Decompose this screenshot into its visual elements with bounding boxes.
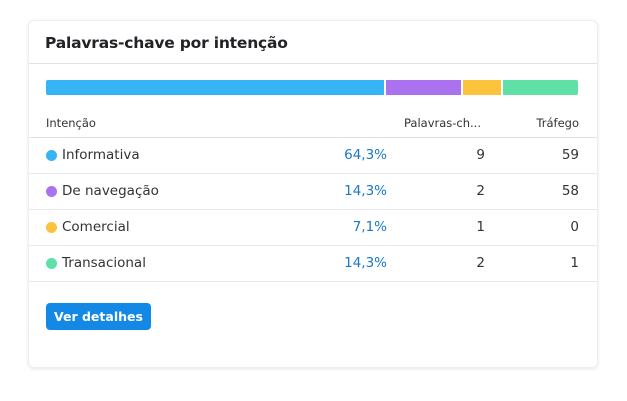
intent-percent: 7,1% — [352, 219, 387, 235]
column-header-traffic[interactable]: Tráfego — [536, 116, 579, 130]
intent-bar-segment-transacional[interactable] — [502, 80, 578, 95]
title-divider — [29, 63, 597, 64]
traffic-value: 1 — [570, 255, 579, 271]
table-row-comercial[interactable]: Comercial 7,1% 1 0 — [29, 210, 597, 246]
intent-bar-segment-de-navega-o[interactable] — [386, 80, 462, 95]
traffic-value: 59 — [561, 147, 579, 163]
intent-percent: 64,3% — [344, 147, 387, 163]
intent-name: Comercial — [62, 219, 130, 235]
intent-color-dot — [46, 186, 57, 197]
traffic-value: 58 — [561, 183, 579, 199]
intent-bar-segment-comercial[interactable] — [463, 80, 501, 95]
keywords-count[interactable]: 2 — [476, 183, 485, 199]
keywords-count[interactable]: 9 — [476, 147, 485, 163]
intent-color-dot — [46, 258, 57, 269]
column-header-intent[interactable]: Intenção — [46, 116, 96, 130]
intent-percent: 14,3% — [344, 255, 387, 271]
table-row-informativa[interactable]: Informativa 64,3% 9 59 — [29, 138, 597, 174]
traffic-value: 0 — [570, 219, 579, 235]
intent-bar-segment-informativa[interactable] — [46, 80, 385, 95]
intent-color-dot — [46, 150, 57, 161]
table-header: Intenção Palavras-ch... Tráfego — [29, 111, 597, 138]
intent-color-dot — [46, 222, 57, 233]
table-row-transacional[interactable]: Transacional 14,3% 2 1 — [29, 246, 597, 282]
keywords-count[interactable]: 2 — [476, 255, 485, 271]
view-details-button[interactable]: Ver detalhes — [46, 303, 151, 330]
intent-name: Transacional — [62, 255, 146, 271]
column-header-keywords[interactable]: Palavras-ch... — [403, 116, 481, 130]
intent-distribution-bar — [46, 80, 578, 95]
widget-title: Palavras-chave por intenção — [45, 34, 288, 52]
keywords-count[interactable]: 1 — [476, 219, 485, 235]
table-row-de-navegacao[interactable]: De navegação 14,3% 2 58 — [29, 174, 597, 210]
intent-name: De navegação — [62, 183, 159, 199]
intent-percent: 14,3% — [344, 183, 387, 199]
intent-name: Informativa — [62, 147, 140, 163]
keywords-by-intent-widget: Palavras-chave por intenção Intenção Pal… — [28, 20, 598, 368]
